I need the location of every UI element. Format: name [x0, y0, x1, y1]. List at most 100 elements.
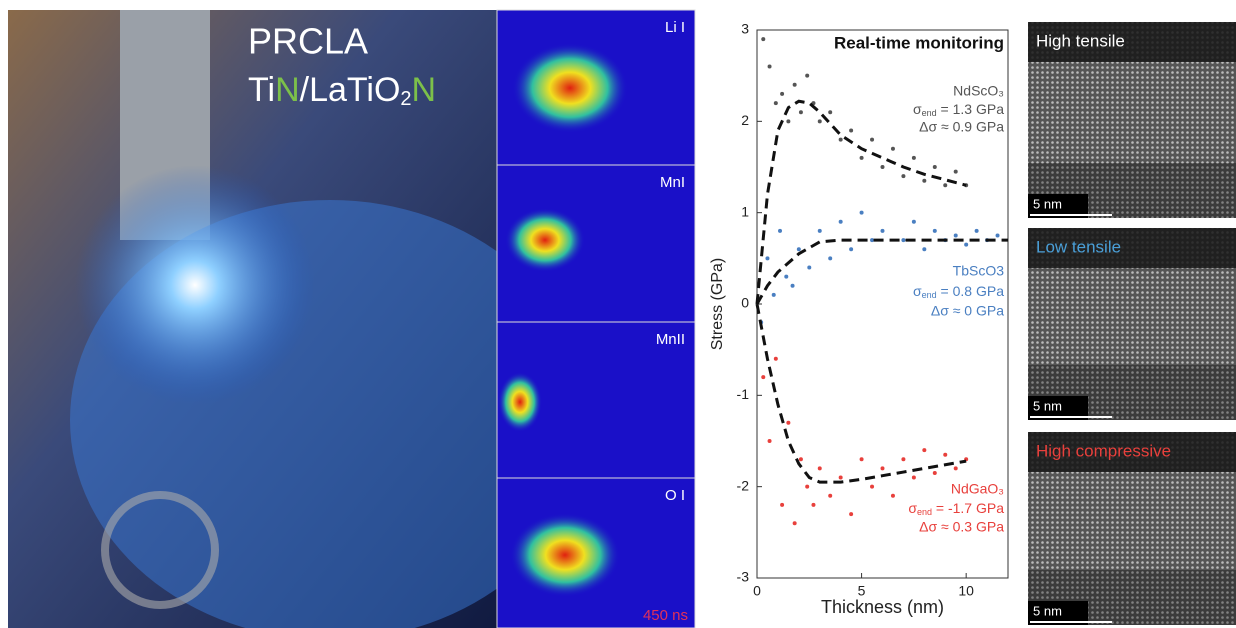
scale-label: 5 nm [1033, 398, 1062, 413]
data-point [911, 219, 916, 224]
annotation: σend = -1.7 GPa [908, 500, 1004, 518]
data-point [767, 439, 772, 443]
tem-top-layer [1028, 432, 1236, 472]
data-point [849, 512, 854, 517]
annotation: Δσ ≈ 0.9 GPa [919, 119, 1004, 135]
x-tick-label: 10 [958, 583, 974, 599]
text-part: end [922, 108, 937, 118]
y-tick-label: 0 [741, 295, 749, 311]
data-point [786, 420, 791, 425]
data-point [805, 73, 810, 78]
data-point [870, 484, 875, 489]
plume-image [505, 208, 585, 272]
text-part: N [412, 71, 437, 109]
annotation: Δσ ≈ 0 GPa [931, 303, 1004, 319]
photo-title: PRCLA [248, 21, 368, 62]
data-point [974, 228, 979, 233]
scale-label: 5 nm [1033, 603, 1062, 618]
chart: -3 -2 -1 0 1 2 3 0 5 10 Thickness (nm) Stress (GPa)… [709, 21, 1009, 617]
data-point [922, 178, 927, 183]
data-point [792, 82, 797, 87]
plume-image [510, 513, 620, 597]
text-part: /LaTiO [300, 71, 401, 109]
annotation: σend = 0.8 GPa [913, 283, 1004, 301]
target-ring [101, 491, 219, 609]
data-point [859, 155, 864, 160]
data-point [780, 91, 785, 96]
fit-line [755, 238, 1008, 305]
data-point [771, 292, 776, 297]
data-point [828, 256, 833, 261]
text-part: 2 [400, 88, 411, 110]
data-point [922, 247, 927, 252]
data-point [807, 265, 812, 270]
photo-panel: PRCLA TiN/LaTiO2N [8, 10, 590, 628]
data-point [932, 470, 937, 475]
text-part: σ [913, 101, 922, 117]
data-point [838, 137, 843, 142]
text-part: = -1.7 GPa [932, 500, 1004, 516]
data-point [817, 466, 822, 471]
data-point [790, 283, 795, 288]
data-point [880, 165, 885, 169]
data-point [890, 146, 895, 151]
fit-line [755, 99, 967, 305]
time-label: 450 ns [643, 607, 688, 624]
plume-label: Li I [665, 19, 685, 36]
data-point [817, 119, 822, 124]
text-part: N [275, 71, 300, 109]
tem-label: Low tensile [1036, 237, 1121, 256]
data-point [901, 238, 906, 243]
plume-label: MnII [656, 331, 685, 348]
data-point [828, 110, 833, 115]
text-part: = 0.8 GPa [937, 283, 1005, 299]
chart-title: Real-time monitoring [834, 33, 1004, 52]
data-point [943, 452, 948, 457]
data-point [859, 210, 864, 215]
plume-image [498, 372, 542, 432]
data-point [880, 466, 885, 471]
data-point [995, 233, 1000, 238]
series-label: TbScO3 [953, 263, 1005, 279]
data-point [780, 502, 785, 507]
data-point [901, 457, 906, 462]
tem-panels: High tensile 5 nm Low tensile 5 nm High comp… [1028, 22, 1236, 625]
data-point [792, 521, 797, 526]
data-point [911, 475, 916, 480]
data-point [817, 228, 822, 233]
y-tick-label: 1 [741, 203, 749, 219]
text-part: = 1.3 GPa [937, 101, 1005, 117]
x-axis-label: Thickness (nm) [821, 597, 944, 617]
data-point [778, 228, 783, 233]
data-point [870, 137, 875, 142]
y-axis-label: Stress (GPa) [709, 258, 726, 350]
data-point [798, 457, 803, 462]
data-point [880, 228, 885, 233]
data-point [761, 375, 766, 380]
text-part: σ [908, 500, 917, 516]
data-point [911, 155, 916, 160]
data-point [932, 228, 937, 233]
data-point [953, 169, 958, 174]
data-point [767, 64, 772, 69]
data-point [849, 247, 854, 252]
scale-label: 5 nm [1033, 196, 1062, 211]
data-point [964, 242, 969, 247]
y-tick-label: -3 [737, 569, 750, 585]
data-point [811, 502, 816, 507]
data-point [953, 466, 958, 471]
text-part: end [922, 290, 937, 300]
tem-top-layer [1028, 228, 1236, 268]
data-point [932, 165, 937, 169]
plume-label: O I [665, 487, 685, 504]
data-point [773, 356, 778, 361]
plume-label: MnI [660, 174, 685, 191]
annotation: Δσ ≈ 0.3 GPa [919, 519, 1004, 535]
x-tick-label: 0 [753, 583, 761, 599]
data-point [773, 101, 778, 106]
data-point [870, 238, 875, 243]
data-point [805, 484, 810, 489]
data-point [859, 457, 864, 462]
y-tick-label: -1 [737, 386, 750, 402]
plume-image [512, 43, 628, 133]
